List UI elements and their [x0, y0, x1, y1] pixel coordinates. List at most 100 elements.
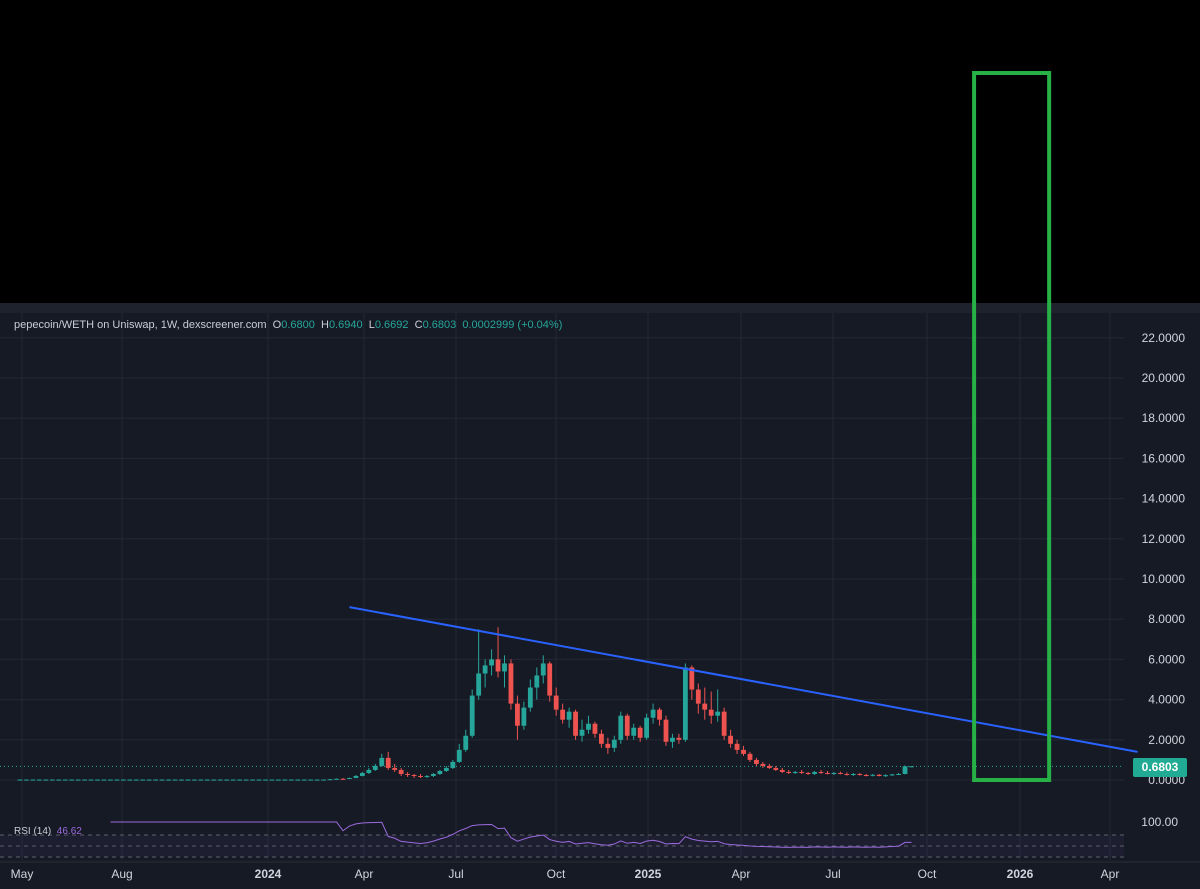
candle-body: [353, 775, 359, 778]
candle-body: [321, 779, 327, 781]
candle-body: [185, 779, 191, 781]
candle-body: [379, 757, 385, 766]
rsi-axis-label: 100.00: [1141, 815, 1178, 829]
candle-body: [334, 778, 339, 780]
candle-body: [605, 743, 611, 748]
candle-body: [237, 779, 243, 781]
candle-body: [838, 772, 843, 774]
candle-body: [715, 711, 721, 716]
candle-body: [482, 665, 488, 674]
candle-body: [49, 779, 55, 781]
candle-body: [127, 779, 133, 781]
candle-body: [521, 707, 527, 726]
change-value: 0.0002999 (+0.04%): [462, 319, 563, 331]
high-label: H: [320, 319, 329, 331]
rsi-line: [110, 821, 912, 848]
candle-body: [359, 772, 365, 776]
y-tick-label: 2.0000: [1148, 733, 1185, 747]
candle-body: [682, 667, 688, 740]
candle-body: [314, 779, 320, 781]
trendline-line: [349, 606, 1138, 753]
candle-body: [424, 775, 430, 777]
candle-body: [243, 779, 249, 781]
candle-body: [579, 729, 585, 736]
candle-body: [586, 723, 591, 730]
candle-body: [670, 737, 675, 742]
candle-body: [863, 774, 869, 776]
candle-body: [256, 779, 262, 781]
grid-lines: [0, 313, 1124, 860]
candle-body: [650, 709, 656, 718]
candle-body: [250, 779, 255, 781]
candle-body: [17, 779, 23, 781]
candle-body: [301, 779, 307, 781]
y-tick-label: 18.0000: [1142, 411, 1186, 425]
candles: [17, 627, 914, 781]
candle-body: [818, 771, 824, 773]
rsi-legend: RSI (14) 46.62: [14, 826, 82, 837]
y-tick-label: 14.0000: [1142, 492, 1186, 506]
candle-body: [295, 779, 301, 781]
candle-body: [747, 753, 753, 760]
y-tick-label: 12.0000: [1142, 532, 1186, 546]
candle-body: [657, 709, 662, 720]
candle-body: [140, 779, 146, 781]
open-value: 0.6800: [281, 319, 315, 331]
high-value: 0.6940: [328, 319, 363, 331]
candle-body: [695, 689, 701, 704]
candle-body: [560, 709, 566, 720]
candle-body: [495, 659, 501, 672]
chart-legend: pepecoin/WETH on Uniswap, 1W, dexscreene…: [14, 319, 562, 331]
candle-body: [708, 709, 714, 716]
candle-body: [282, 779, 288, 781]
candle-body: [217, 779, 223, 781]
candle-body: [689, 667, 695, 690]
candle-body: [43, 779, 49, 781]
candle-body: [385, 757, 391, 768]
candle-body: [418, 775, 423, 777]
candle-body: [398, 769, 404, 774]
y-tick-label: 10.0000: [1142, 572, 1186, 586]
candle-body: [515, 703, 520, 726]
candle-body: [30, 779, 36, 781]
y-tick-label: 4.0000: [1148, 693, 1185, 707]
candle-body: [88, 779, 94, 781]
candle-body: [786, 771, 792, 773]
candle-body: [431, 773, 436, 776]
candle-body: [663, 719, 669, 742]
x-tick-label: Apr: [355, 867, 374, 881]
rsi-pane: [0, 821, 1200, 863]
candle-body: [773, 767, 779, 770]
candle-body: [592, 723, 598, 734]
candle-body: [263, 779, 268, 781]
candle-body: [101, 779, 107, 781]
y-tick-label: 6.0000: [1148, 652, 1185, 666]
close-label: C: [414, 319, 423, 331]
y-tick-label: 22.0000: [1142, 331, 1186, 345]
x-tick-label: Jul: [448, 867, 463, 881]
candle-body: [702, 703, 708, 710]
candle-body: [637, 727, 643, 738]
candle-body: [883, 775, 889, 777]
candle-body: [534, 675, 540, 688]
candle-body: [56, 779, 62, 781]
candle-body: [120, 779, 126, 781]
x-axis: May Aug 2024 Apr Jul Oct 2025 Apr Jul Oct 2026 Apr: [11, 867, 1120, 881]
candle-body: [269, 779, 275, 781]
candle-body: [734, 743, 740, 750]
candle-body: [327, 779, 333, 781]
open-label: O: [272, 319, 282, 331]
candle-body: [108, 779, 113, 781]
candle-body: [631, 727, 637, 736]
x-tick-label: 2025: [635, 867, 662, 881]
candle-body: [553, 695, 559, 710]
candle-body: [599, 733, 604, 744]
candle-body: [889, 774, 895, 776]
candle-body: [62, 779, 68, 781]
candle-body: [437, 770, 443, 774]
rsi-label: RSI (14): [14, 826, 52, 837]
x-tick-label: 2026: [1007, 867, 1034, 881]
candle-body: [276, 779, 281, 781]
candle-body: [573, 711, 578, 736]
candle-body: [463, 735, 469, 750]
